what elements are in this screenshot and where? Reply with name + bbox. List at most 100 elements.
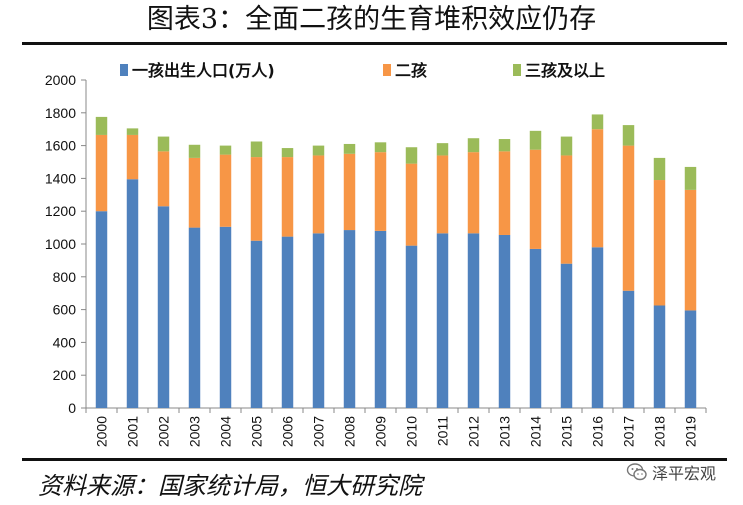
x-tick-label: 2016 [590,416,606,447]
y-tick-label: 1800 [45,105,76,121]
bar-segment [250,141,263,158]
bar-segment [591,114,604,130]
x-tick-label: 2004 [218,416,234,447]
chart-title: 图表3：全面二孩的生育堆积效应仍存 [146,4,597,35]
x-tick-label: 2008 [342,416,358,447]
legend-swatch [120,64,128,76]
bar-segment [219,145,232,155]
bar-segment [188,157,201,228]
bar-segment [250,240,263,408]
top-divider [22,42,727,45]
bar-segment [684,310,697,408]
bar-segment [684,166,697,190]
y-tick-label: 1600 [45,138,76,154]
bar-segment [126,128,139,135]
x-tick-label: 2011 [435,416,451,446]
bar-segment [498,139,511,152]
x-tick-label: 2019 [683,416,699,447]
bar-segment [622,290,635,408]
bar-segment [126,179,139,408]
y-tick-label: 1200 [45,203,76,219]
bar-segment [467,233,480,408]
x-tick-label: 2018 [652,416,668,447]
x-tick-label: 2005 [249,416,265,447]
bar-segment [250,157,263,241]
y-tick-label: 800 [53,269,77,285]
bar-segment [157,206,170,408]
bar-segment [343,230,356,408]
bar-segment [405,163,418,246]
x-tick-label: 2003 [187,416,203,447]
bar-segment [343,153,356,231]
source-note: 资料来源：国家统计局，恒大研究院 [38,472,422,500]
x-tick-label: 2015 [559,416,575,447]
bar-segment [498,234,511,408]
bar-segment [591,247,604,408]
bar-segment [560,263,573,408]
y-tick-label: 1000 [45,236,76,252]
bar-segment [467,138,480,153]
watermark: 泽平宏观 [626,460,716,484]
x-tick-label: 2006 [280,416,296,447]
y-tick-label: 600 [53,302,77,318]
bar-segment [281,236,294,408]
bar-segment [622,145,635,291]
bar-segment [312,155,325,234]
bar-segment [529,248,542,408]
y-tick-label: 400 [53,334,77,350]
bar-segment [157,136,170,152]
bar-segment [436,155,449,234]
stacked-bar-chart: 0 200 400 600 800 1000 1200 1400 1600 1800 2000 200… [45,61,707,447]
legend-label: 一孩出生人口(万人) [132,61,275,80]
bar-segment [374,142,387,153]
y-tick-label: 200 [53,367,77,383]
bar-segment [653,180,666,306]
bar-segment [312,233,325,408]
bar-segment [343,143,356,154]
bar-segment [436,143,449,156]
bar-segment [405,245,418,408]
x-tick-label: 2017 [621,416,637,447]
bar-segment [436,233,449,408]
bar-segment [188,227,201,408]
bar-segment [467,152,480,234]
x-tick-label: 2007 [311,416,327,447]
x-tick-label: 2000 [94,416,110,447]
bottom-divider [22,458,727,461]
bar-segment [312,145,325,156]
bar-segment [95,116,108,135]
bar-segment [529,130,542,150]
bar-segment [591,129,604,248]
bar-segment [684,189,697,311]
bar-segment [405,147,418,164]
bar-segment [374,152,387,231]
y-tick-label: 0 [68,400,76,416]
watermark-text: 泽平宏观 [652,464,717,483]
y-tick-label: 1400 [45,170,76,186]
bar-segment [374,230,387,408]
bar-segment [281,148,294,158]
x-tick-label: 2001 [125,416,141,447]
legend-label: 三孩及以上 [525,61,605,80]
bar-segment [95,134,108,212]
x-tick-label: 2009 [373,416,389,447]
bar-segment [219,226,232,408]
legend-swatch [513,64,521,76]
x-tick-label: 2010 [404,416,420,447]
wechat-icon [626,463,647,481]
bar-segment [529,149,542,249]
bar-segment [653,157,666,181]
bar-segment [560,155,573,264]
bar-segment [95,211,108,408]
y-tick-label: 2000 [45,72,76,88]
legend-swatch [383,64,391,76]
bar-segment [157,151,170,207]
bar-segment [219,154,232,227]
x-tick-label: 2012 [466,416,482,447]
bar-segment [498,151,511,235]
bar-segment [622,125,635,146]
x-tick-label: 2013 [497,416,513,447]
bar-segment [653,305,666,408]
bar-segment [188,144,201,158]
bar-segment [281,157,294,237]
